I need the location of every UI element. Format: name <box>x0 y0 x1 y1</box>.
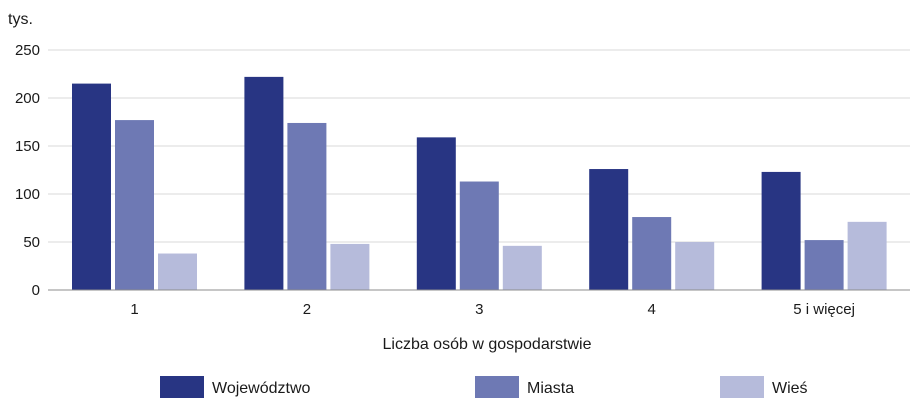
bar-3-2 <box>330 243 370 290</box>
bar-2-2 <box>287 122 327 291</box>
x-axis-ticks: 1 2 3 4 5 i więcej <box>130 301 855 318</box>
bar-1-2 <box>244 76 284 290</box>
x-tick-label: 1 <box>130 301 138 318</box>
y-tick-label: 50 <box>23 234 40 251</box>
x-tick-label: 3 <box>475 301 483 318</box>
legend-swatch <box>160 376 204 398</box>
bar-1-1 <box>72 83 111 290</box>
y-tick-label: 0 <box>32 282 40 299</box>
legend-label: Wieś <box>772 380 808 397</box>
bar-1-3 <box>416 137 456 290</box>
y-tick-label: 150 <box>15 138 40 155</box>
bar-2-5 <box>804 240 844 290</box>
bar-1-5 <box>761 171 801 290</box>
legend-swatch <box>720 376 764 398</box>
bar-2-4 <box>632 217 672 290</box>
y-tick-label: 250 <box>15 42 40 59</box>
x-tick-label: 2 <box>303 301 311 318</box>
legend-label: Miasta <box>527 380 574 397</box>
legend: Województwo Miasta Wieś <box>160 376 808 398</box>
bar-3-3 <box>502 245 542 290</box>
bar-3-4 <box>675 242 715 290</box>
x-axis-label: Liczba osób w gospodarstwie <box>382 336 591 353</box>
x-tick-label: 4 <box>648 301 656 318</box>
y-axis-ticks: 0 50 100 150 200 250 <box>15 42 40 299</box>
y-tick-label: 200 <box>15 90 40 107</box>
bar-3-5 <box>847 221 887 290</box>
legend-swatch <box>475 376 519 398</box>
y-axis-label: tys. <box>8 11 33 28</box>
legend-label: Województwo <box>212 380 311 397</box>
bar-3-1 <box>158 253 197 290</box>
bar-2-3 <box>459 181 499 290</box>
bars <box>72 76 887 291</box>
x-tick-label: 5 i więcej <box>793 301 855 318</box>
bar-1-4 <box>589 169 629 290</box>
y-tick-label: 100 <box>15 186 40 203</box>
bar-2-1 <box>115 120 154 290</box>
